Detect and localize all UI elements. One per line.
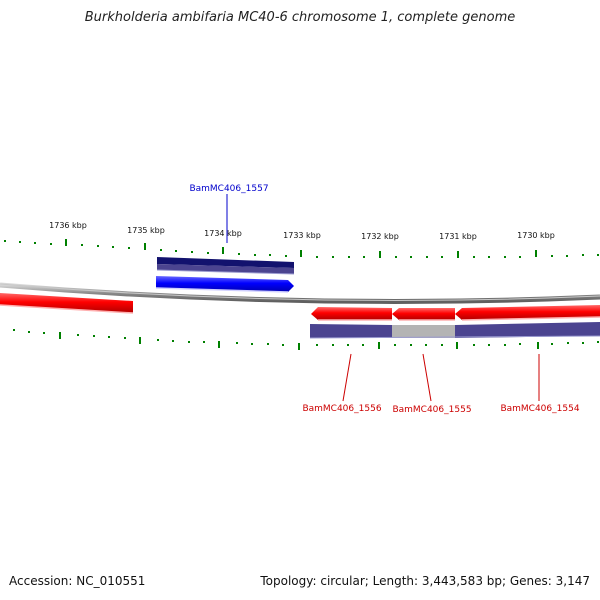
tick-ring-upper [4, 240, 599, 258]
gene-reverse-left-partial [0, 293, 134, 314]
tick-label: 1731 kbp [439, 232, 477, 241]
gene-label: BamMC406_1556 [302, 404, 381, 414]
tick-mark [379, 251, 381, 258]
tick-major-1736: 1736 kbp [49, 221, 87, 246]
tick-label: 1734 kbp [204, 229, 242, 238]
chromosome-backbone [0, 282, 600, 304]
tick-label: 1736 kbp [49, 221, 87, 230]
tick-mark [65, 239, 67, 246]
tick-major-1730: 1730 kbp [517, 231, 555, 257]
tick-major-1734: 1734 kbp [204, 229, 242, 254]
tick-mark [222, 247, 224, 254]
label-BamMC406_1554: BamMC406_1554 [500, 354, 580, 414]
cds-track-reverse [309, 322, 600, 339]
cds-track-forward [156, 257, 295, 275]
tick-mark [144, 243, 146, 250]
gene-label: BamMC406_1555 [392, 405, 471, 415]
tick-label: 1733 kbp [283, 231, 321, 240]
accession-text: Accession: NC_010551 [9, 574, 146, 588]
tick-mark [457, 251, 459, 258]
tick-label: 1730 kbp [517, 231, 555, 240]
gene-BamMC406_1555[interactable] [392, 308, 455, 321]
gene-label: BamMC406_1557 [189, 184, 268, 194]
tick-major-1735: 1735 kbp [127, 226, 165, 250]
tick-ring-lower [13, 329, 599, 350]
map-title: Burkholderia ambifaria MC40-6 chromosome… [84, 10, 516, 25]
tick-mark [535, 250, 537, 257]
gene-BamMC406_1556[interactable] [311, 307, 392, 321]
tick-mark [300, 250, 302, 257]
tick-major-1732: 1732 kbp [361, 232, 399, 258]
tick-label: 1735 kbp [127, 226, 165, 235]
gene-label: BamMC406_1554 [500, 404, 579, 414]
gene-BamMC406_1554[interactable] [455, 305, 600, 321]
tick-major-1731: 1731 kbp [439, 232, 477, 258]
gene-BamMC406_1557[interactable] [155, 276, 294, 293]
tick-label: 1732 kbp [361, 232, 399, 241]
label-BamMC406_1555: BamMC406_1555 [392, 353, 472, 415]
topology-summary: Topology: circular; Length: 3,443,583 bp… [260, 574, 590, 588]
tick-major-1733: 1733 kbp [283, 231, 321, 257]
label-BamMC406_1556: BamMC406_1556 [302, 353, 382, 414]
label-BamMC406_1557: BamMC406_1557 [189, 184, 269, 243]
